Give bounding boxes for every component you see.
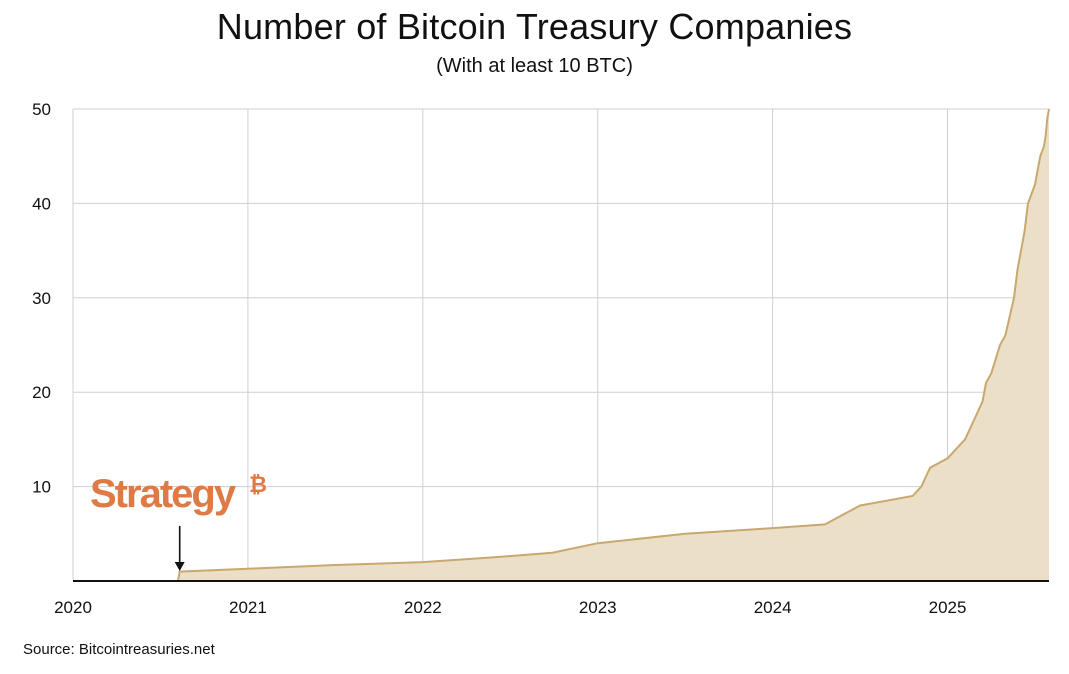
tick-labels: 10 20 30 40 50 2020 2021 2022 2023 2024 2025: [32, 100, 966, 617]
x-tick-label: 2025: [929, 598, 967, 617]
bitcoin-logo-icon: ₿: [249, 473, 267, 498]
y-tick-label: 20: [32, 383, 51, 402]
y-tick-label: 50: [32, 100, 51, 119]
x-tick-label: 2024: [754, 598, 792, 617]
y-tick-label: 10: [32, 478, 51, 497]
source-note: Source: Bitcointreasuries.net: [23, 641, 215, 658]
x-tick-label: 2022: [404, 598, 442, 617]
arrow-head-icon: [174, 562, 185, 571]
x-tick-label: 2021: [229, 598, 267, 617]
x-tick-label: 2023: [579, 598, 617, 617]
series-line: [73, 108, 1050, 582]
strategy-annotation: Strategy ₿: [90, 472, 267, 571]
y-tick-label: 40: [32, 194, 51, 213]
grid-layer: [72, 108, 1049, 581]
y-tick-label: 30: [32, 289, 51, 308]
chart-title: Number of Bitcoin Treasury Companies: [216, 6, 853, 47]
strategy-logo: Strategy: [90, 472, 237, 516]
area-fill: [73, 109, 1049, 581]
x-tick-label: 2020: [54, 598, 92, 617]
chart-subtitle: (With at least 10 BTC): [436, 55, 633, 77]
